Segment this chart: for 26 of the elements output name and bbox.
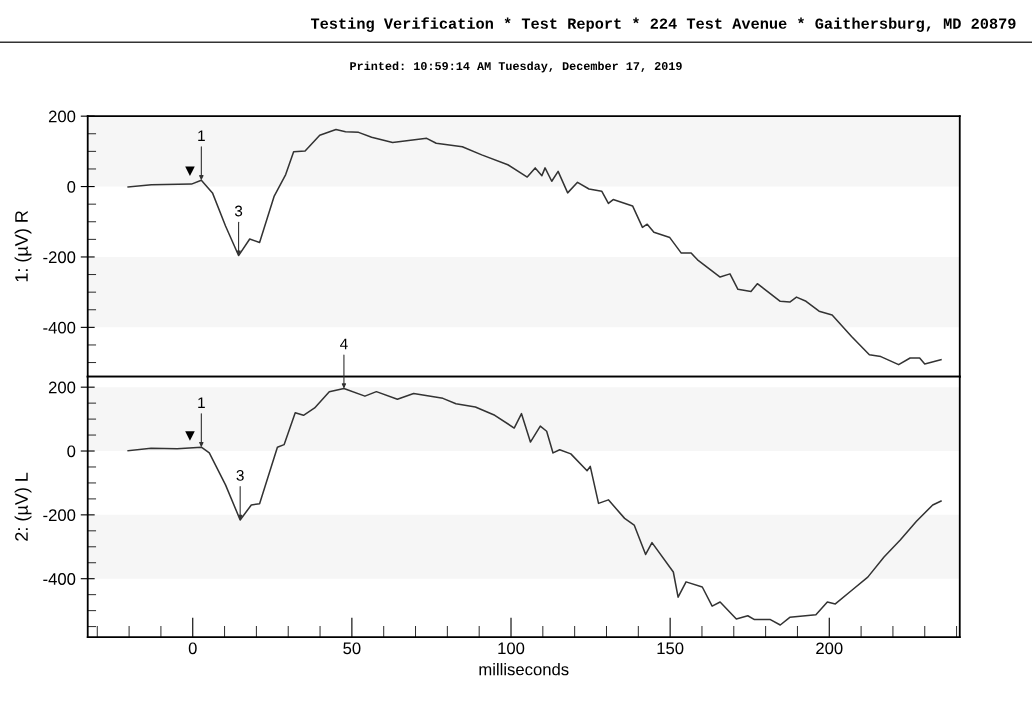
annotation: 3: [236, 470, 244, 481]
y-tick-label: 200: [48, 110, 76, 123]
annotation: 1: [198, 130, 205, 141]
y-tick-label: -400: [43, 321, 76, 334]
y-tick-label: -200: [43, 251, 76, 264]
chart-title: Testing Verification * Test Report * 224 Test Avenue * Gaithersburg, MD 20879: [310, 17, 1016, 32]
annotation: 4: [340, 338, 348, 350]
y-tick-label: -200: [43, 509, 76, 522]
x-tick-label: 200: [816, 642, 843, 655]
y-axis-title: 2: (µV) L: [14, 472, 32, 541]
y-tick-label: -400: [43, 573, 76, 585]
x-tick-label: 150: [657, 642, 684, 655]
y-tick-label: 0: [67, 180, 76, 193]
y-tick-label: 0: [67, 445, 76, 458]
annotation: ▼: [185, 431, 195, 441]
x-tick-label: 100: [498, 642, 525, 655]
y-tick-label: 200: [48, 381, 76, 394]
x-axis-title: milliseconds: [479, 663, 569, 676]
annotation: ▼: [185, 166, 195, 177]
chart-subtitle: Printed: 10:59:14 AM Tuesday, December 17, 2019: [350, 61, 682, 73]
x-tick-label: 50: [343, 642, 361, 655]
y-axis-title: 1: (µV) R: [14, 210, 32, 282]
annotation: 3: [234, 205, 243, 217]
line-series: [127, 128, 942, 366]
annotation: 1: [198, 397, 205, 408]
x-tick-label: 0: [188, 642, 197, 655]
